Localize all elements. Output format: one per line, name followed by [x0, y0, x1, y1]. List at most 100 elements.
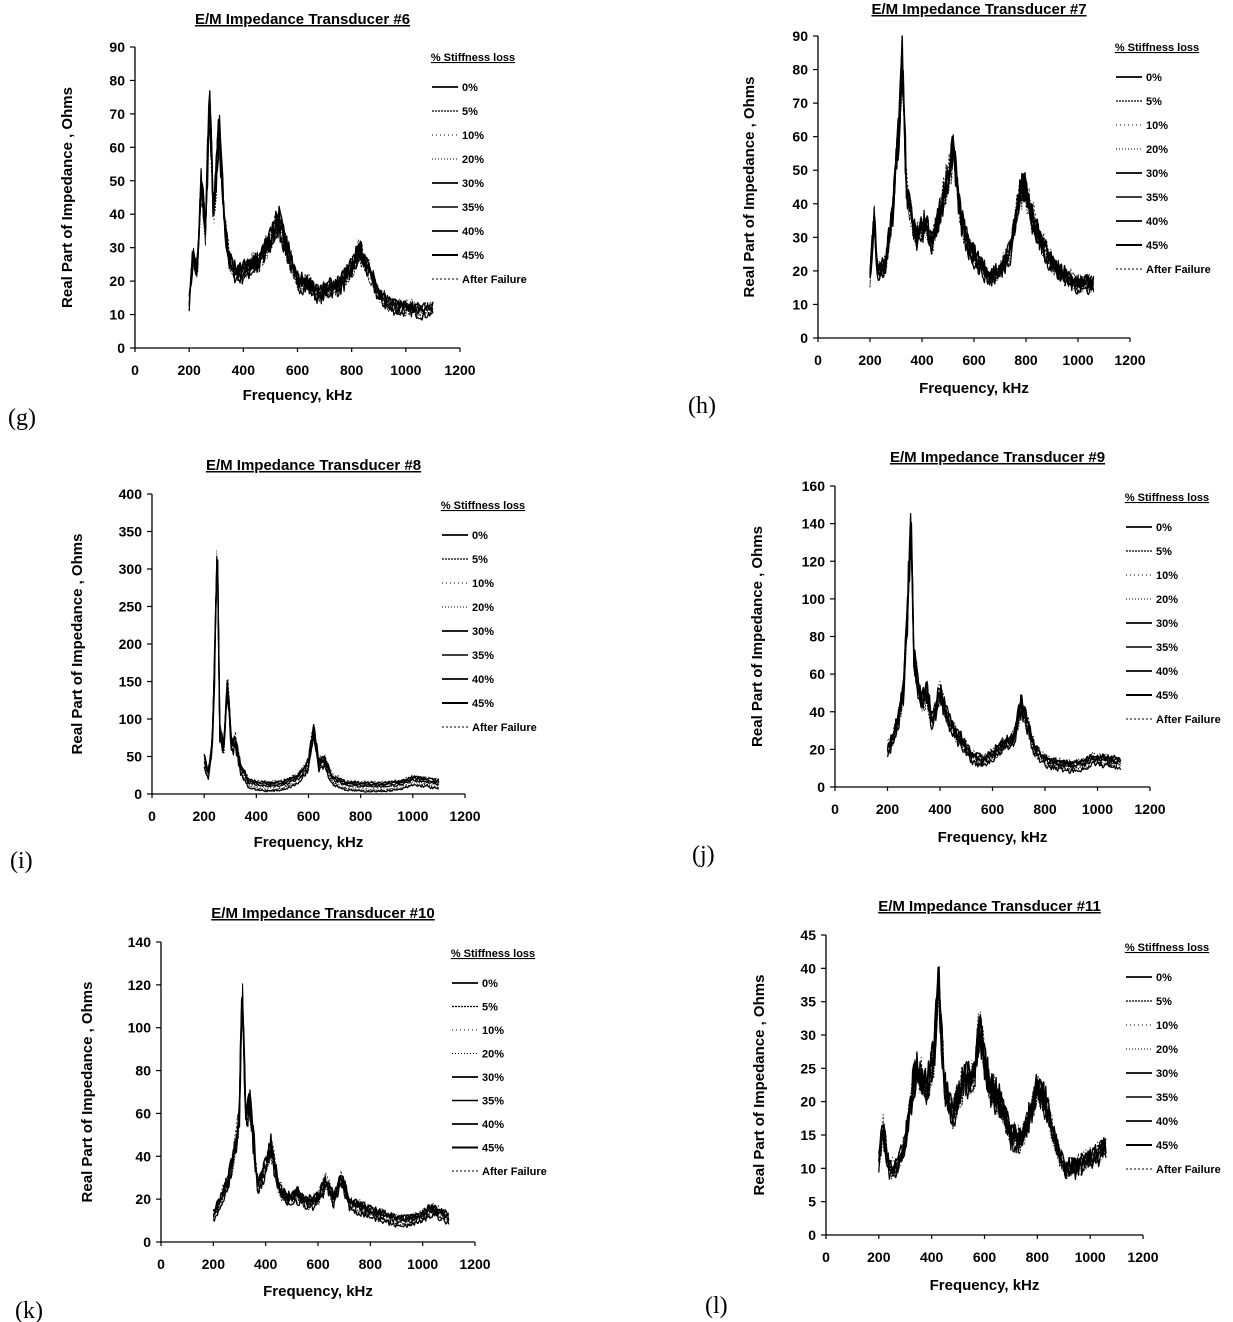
- y-axis-label: Real Part of Impedance , Ohms: [69, 534, 86, 755]
- chart-panel-g: (g) E/M Impedance Transducer #6 0 10 20 30 40 5…: [8, 11, 527, 431]
- legend-entry: 20%: [1156, 594, 1178, 606]
- legend-entry: 35%: [462, 202, 484, 214]
- series-line: [869, 35, 1095, 287]
- chart-panel-h: (h) E/M Impedance Transducer #7 0 10 20 30 40 5…: [688, 1, 1211, 419]
- legend-entry: 45%: [462, 250, 484, 262]
- legend-entry: 10%: [1156, 570, 1178, 582]
- y-axis-label: Real Part of Impedance , Ohms: [79, 982, 96, 1203]
- x-tick-label: 1000: [1075, 1249, 1106, 1265]
- x-tick-label: 400: [928, 801, 952, 817]
- y-tick-label: 20: [792, 263, 808, 279]
- y-tick-label: 100: [128, 1020, 152, 1036]
- y-tick-label: 100: [802, 591, 826, 607]
- y-tick-label: 140: [128, 934, 152, 950]
- y-tick-label: 40: [800, 960, 816, 976]
- legend-entry: 0%: [1156, 972, 1172, 984]
- x-tick-label: 800: [1033, 801, 1057, 817]
- y-tick-label: 150: [119, 674, 143, 690]
- legend-entry: After Failure: [1146, 264, 1211, 276]
- y-tick-label: 20: [809, 741, 825, 757]
- panel-label: (k): [15, 1298, 43, 1322]
- y-tick-label: 30: [792, 229, 808, 245]
- legend-entry: 5%: [1156, 996, 1172, 1008]
- y-tick-label: 30: [800, 1027, 816, 1043]
- y-tick-label: 300: [119, 561, 143, 577]
- x-tick-label: 0: [157, 1256, 165, 1272]
- y-axis-label: Real Part of Impedance , Ohms: [751, 975, 768, 1196]
- y-tick-label: 20: [800, 1094, 816, 1110]
- x-axis-label: Frequency, kHz: [254, 834, 364, 851]
- legend-entry: 40%: [482, 1119, 504, 1131]
- y-axis-label: Real Part of Impedance , Ohms: [741, 77, 758, 298]
- legend: % Stiffness loss 0% 5% 10% 20% 30% 35% 40% 45% Af…: [451, 948, 547, 1178]
- y-tick-label: 50: [792, 162, 808, 178]
- series-line: [878, 966, 1107, 1172]
- x-tick-label: 400: [920, 1249, 944, 1265]
- y-tick-label: 40: [135, 1148, 151, 1164]
- x-axis-label: Frequency, kHz: [263, 1283, 373, 1300]
- x-tick-label: 1200: [459, 1256, 490, 1272]
- x-tick-label: 400: [245, 808, 269, 824]
- legend-entry: 45%: [482, 1143, 504, 1155]
- legend-entry: 35%: [1146, 192, 1168, 204]
- x-tick-label: 600: [981, 801, 1005, 817]
- series-line: [887, 522, 1122, 768]
- x-tick-label: 600: [297, 808, 321, 824]
- legend-entry: 0%: [472, 530, 488, 542]
- x-tick-label: 1000: [397, 808, 428, 824]
- y-tick-label: 20: [135, 1191, 151, 1207]
- legend-entry: 40%: [1146, 216, 1168, 228]
- series-line: [203, 560, 440, 786]
- y-tick-label: 10: [109, 307, 125, 323]
- legend-entry: 20%: [482, 1049, 504, 1061]
- y-tick-label: 40: [109, 206, 125, 222]
- y-tick-label: 0: [143, 1234, 151, 1250]
- series-line: [212, 1008, 450, 1220]
- series-line: [188, 119, 434, 310]
- x-axis-label: Frequency, kHz: [930, 1277, 1040, 1294]
- legend-entry: 35%: [482, 1096, 504, 1108]
- x-axis-label: Frequency, kHz: [919, 380, 1029, 397]
- y-tick-label: 0: [134, 786, 142, 802]
- legend-entry: After Failure: [472, 722, 537, 734]
- legend-title: % Stiffness loss: [441, 500, 525, 512]
- y-tick-label: 50: [126, 749, 142, 765]
- legend-entry: 40%: [1156, 666, 1178, 678]
- y-tick-label: 15: [800, 1127, 816, 1143]
- legend-entry: 10%: [482, 1025, 504, 1037]
- y-tick-label: 60: [809, 666, 825, 682]
- legend-entry: 20%: [462, 154, 484, 166]
- y-tick-label: 140: [802, 516, 826, 532]
- legend-entry: 5%: [472, 554, 488, 566]
- x-tick-label: 800: [1014, 352, 1038, 368]
- legend-title: % Stiffness loss: [451, 948, 535, 960]
- x-tick-label: 800: [340, 362, 364, 378]
- series-line: [203, 576, 440, 785]
- legend-title: % Stiffness loss: [1125, 942, 1209, 954]
- legend-title: % Stiffness loss: [1125, 492, 1209, 504]
- y-tick-label: 10: [792, 296, 808, 312]
- legend-entry: 20%: [472, 602, 494, 614]
- y-tick-label: 40: [792, 196, 808, 212]
- legend-entry: 5%: [1146, 96, 1162, 108]
- series-line: [886, 538, 1122, 766]
- legend-entry: 45%: [1146, 240, 1168, 252]
- series-line: [203, 563, 439, 783]
- x-tick-label: 1200: [449, 808, 480, 824]
- panel-label: (l): [705, 1293, 728, 1319]
- x-tick-label: 0: [131, 362, 139, 378]
- legend-entry: After Failure: [1156, 714, 1221, 726]
- series-line: [869, 62, 1094, 285]
- x-tick-label: 1200: [1114, 352, 1145, 368]
- chart-title: E/M Impedance Transducer #11: [878, 898, 1101, 915]
- x-tick-label: 200: [202, 1256, 226, 1272]
- series-line: [203, 558, 439, 789]
- x-tick-label: 600: [306, 1256, 330, 1272]
- x-tick-label: 1000: [1082, 801, 1113, 817]
- legend-entry: 10%: [1156, 1020, 1178, 1032]
- legend: % Stiffness loss 0% 5% 10% 20% 30% 35% 40% 45% Af…: [431, 52, 527, 286]
- legend-entry: 0%: [482, 978, 498, 990]
- x-tick-label: 1200: [1134, 801, 1165, 817]
- chart-panel-i: (i) E/M Impedance Transducer #8 0 50 100 150 2…: [10, 457, 537, 874]
